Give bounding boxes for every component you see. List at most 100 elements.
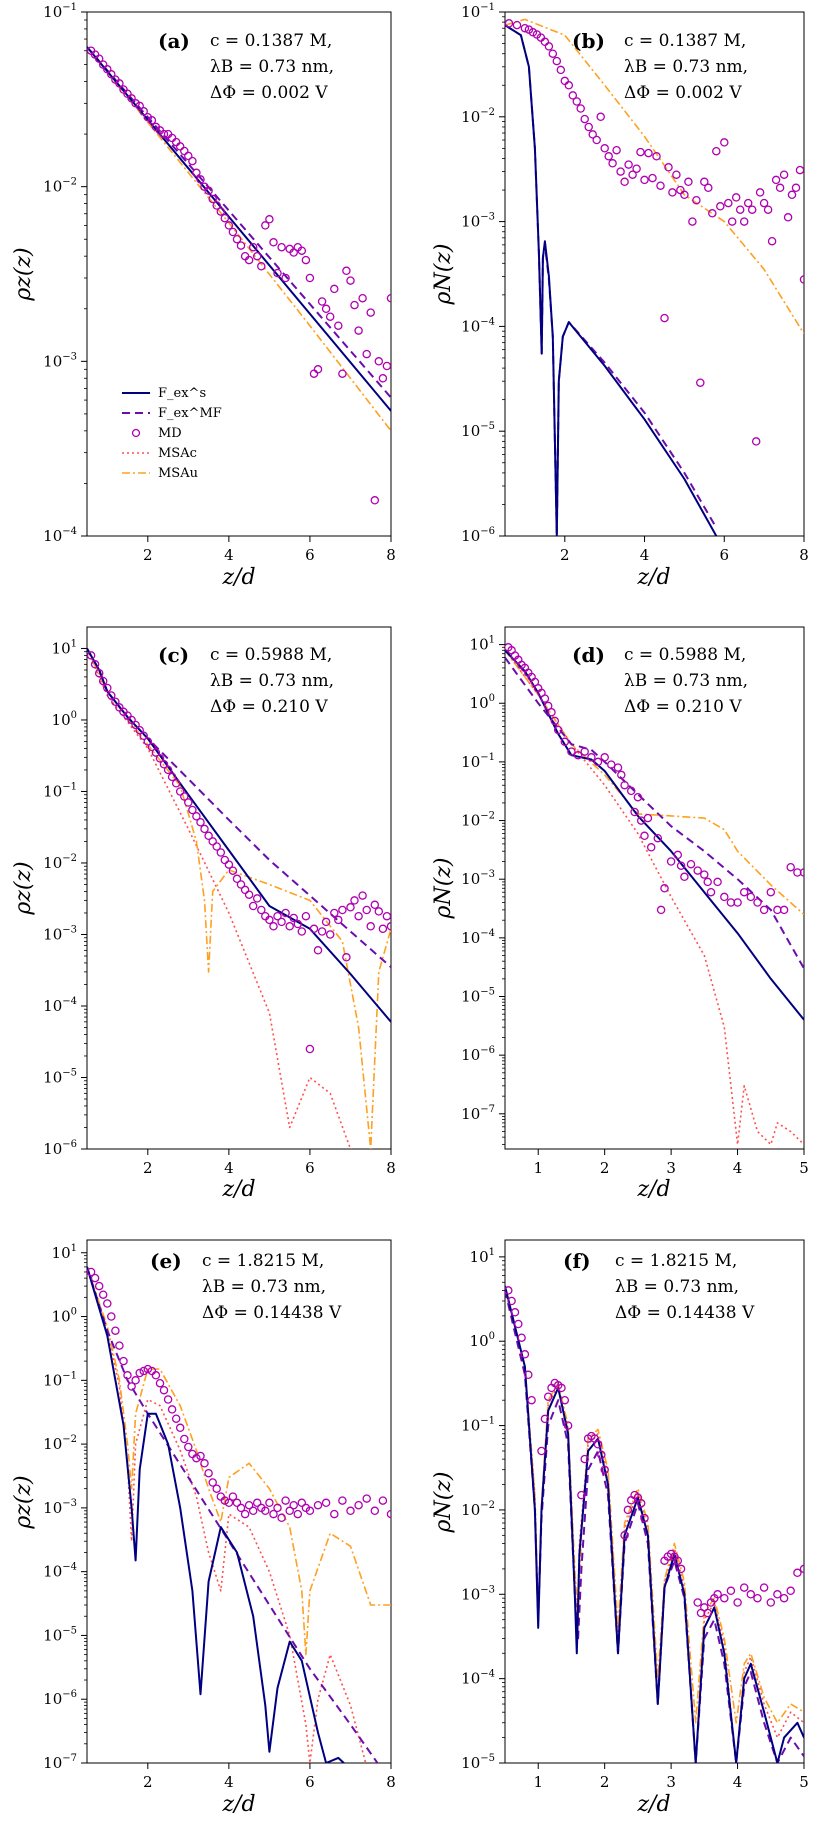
md-point <box>289 913 298 923</box>
md-point <box>366 308 375 317</box>
md-point <box>544 42 554 51</box>
md-point <box>563 1421 573 1430</box>
md-point <box>248 1506 258 1516</box>
x-ticks: 2 4 6 8 <box>143 536 396 564</box>
md-point <box>309 369 319 378</box>
md-point <box>119 1356 128 1366</box>
md-point <box>248 242 258 252</box>
md-point <box>220 1496 230 1505</box>
md-point <box>236 1503 246 1513</box>
y-tick-label: 10−1 <box>43 781 77 800</box>
md-point <box>216 1492 226 1501</box>
md-point <box>767 236 777 246</box>
md-point <box>220 213 230 223</box>
md-point <box>147 116 157 125</box>
md-point <box>712 146 721 156</box>
md-point <box>795 165 804 175</box>
md-point <box>370 900 380 910</box>
y-tick-label: 10−5 <box>43 1067 77 1086</box>
md-point <box>111 697 120 706</box>
md-point <box>560 737 570 747</box>
x-tick-label: 8 <box>386 546 396 564</box>
md-point <box>660 884 669 893</box>
md-point <box>175 787 185 796</box>
md-point <box>289 248 298 257</box>
series-fs-line <box>87 46 391 412</box>
md-point <box>753 898 762 907</box>
md-point <box>706 887 716 897</box>
series-fs-line <box>505 1285 804 1763</box>
md-point <box>577 1490 586 1500</box>
md-point <box>787 190 797 200</box>
md-point <box>726 1586 736 1596</box>
md-point <box>325 930 335 939</box>
md-point <box>608 159 617 168</box>
series-msac-line <box>87 648 353 1149</box>
md-point <box>139 107 148 116</box>
md-point <box>330 284 339 294</box>
md-point <box>759 1583 769 1592</box>
md-point <box>208 837 217 846</box>
x-tick-label: 2 <box>143 1773 153 1791</box>
annotation-concentration: c = 0.5988 M, <box>624 645 746 665</box>
md-point <box>334 321 343 330</box>
annotation-concentration: c = 0.1387 M, <box>210 31 332 51</box>
md-point <box>783 213 793 222</box>
md-point <box>281 908 290 918</box>
md-point <box>171 1414 181 1423</box>
md-point <box>716 202 725 211</box>
md-point <box>592 135 601 145</box>
y-axis-label: ρN(z) <box>431 858 456 920</box>
md-point <box>232 1498 242 1508</box>
md-point <box>643 813 653 823</box>
y-tick-label: 101 <box>470 1247 495 1266</box>
md-point <box>159 760 169 769</box>
y-tick-label: 10−7 <box>461 1104 495 1123</box>
md-point <box>652 152 661 161</box>
md-point <box>759 905 769 915</box>
md-point <box>693 1598 702 1607</box>
axes-frame <box>86 11 392 537</box>
md-point <box>362 1494 371 1503</box>
md-point <box>540 37 550 47</box>
x-tick-label: 4 <box>640 546 650 564</box>
md-point <box>743 198 753 208</box>
md-point <box>281 273 290 283</box>
y-tick-label: 10−4 <box>43 1562 77 1581</box>
md-point <box>735 205 745 214</box>
md-point <box>273 268 282 278</box>
axes-frame <box>86 626 392 1150</box>
annotation-bjerrum: λB = 0.73 nm, <box>202 1277 326 1297</box>
x-ticks: 2 4 6 8 <box>560 536 809 564</box>
md-point <box>640 1513 649 1523</box>
md-point <box>98 676 108 686</box>
md-point <box>775 183 785 193</box>
md-point <box>273 1503 282 1513</box>
md-point <box>175 142 185 151</box>
md-point <box>763 205 773 214</box>
md-point <box>204 831 213 841</box>
md-point <box>301 255 311 265</box>
md-point <box>293 1509 303 1519</box>
y-tick-label: 101 <box>52 1243 77 1262</box>
md-point <box>330 908 339 918</box>
y-tick-label: 10−4 <box>43 996 77 1015</box>
md-point <box>684 177 693 187</box>
md-point <box>604 152 613 161</box>
md-point <box>713 877 722 887</box>
md-point <box>374 907 384 916</box>
md-point <box>656 905 666 915</box>
md-point <box>382 911 391 921</box>
md-point <box>171 137 181 147</box>
md-point <box>309 924 319 934</box>
md-point <box>188 156 197 166</box>
x-axis-label: z/d <box>221 1177 255 1202</box>
md-point <box>597 1450 606 1460</box>
md-point <box>648 173 657 183</box>
axes-frame <box>86 1239 392 1764</box>
x-ticks: 1 2 3 4 5 <box>533 1149 809 1177</box>
md-point <box>115 1341 124 1350</box>
md-point <box>382 361 391 371</box>
